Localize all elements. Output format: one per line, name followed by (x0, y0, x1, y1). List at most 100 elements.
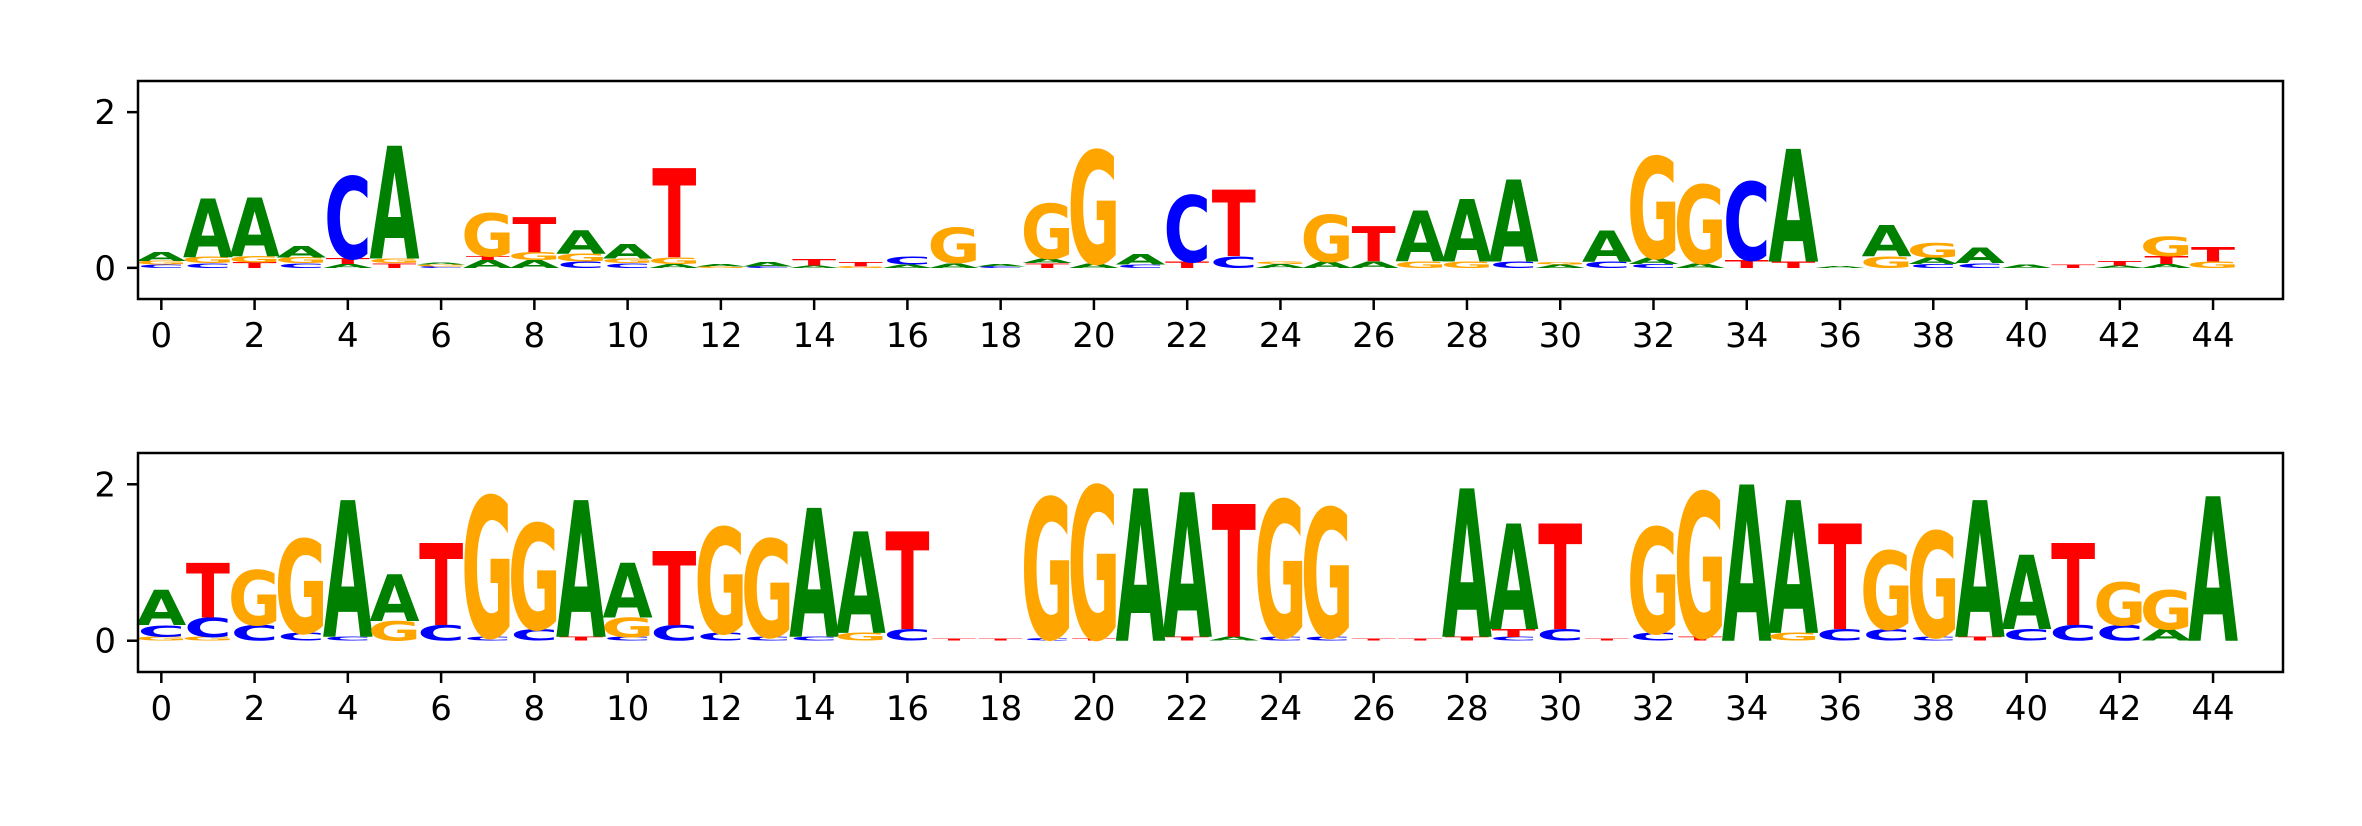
logo-letter-g: G (601, 612, 654, 643)
logo-letter-a: A (1116, 448, 1166, 691)
x-tick-label: 20 (1072, 689, 1115, 729)
logo-letter-a: A (136, 249, 186, 264)
logo-letter-c: C (138, 622, 185, 641)
logo-letter-t: T (652, 145, 696, 288)
logo-letter-a: A (136, 581, 186, 637)
x-tick-label: 2 (244, 689, 266, 729)
x-tick-label: 32 (1632, 316, 1675, 356)
logo-letter-g: G (275, 256, 328, 265)
logo-letter-g: G (1067, 120, 1120, 300)
logo-letter-a: A (2141, 626, 2192, 645)
x-tick-label: 42 (2098, 689, 2141, 729)
logo-letter-c: C (1210, 253, 1257, 272)
logo-letter-t: T (979, 639, 1023, 641)
logo-letter-g: G (461, 458, 514, 682)
logo-letter-t: T (885, 504, 929, 661)
logo-letter-t: T (1725, 258, 1770, 270)
logo-letter-t: T (186, 548, 230, 636)
logo-letter-a: A (1768, 465, 1818, 677)
logo-letter-g: G (415, 264, 468, 266)
logo-letter-a: A (230, 184, 280, 276)
logo-letter-g: G (834, 631, 887, 643)
logo-letter-a: A (276, 243, 327, 262)
logo-letter-g: G (1860, 530, 1913, 655)
logo-letter-t: T (2051, 521, 2095, 652)
logo-letter-a: A (1442, 448, 1492, 685)
logo-letter-a: A (1489, 158, 1539, 289)
logo-letter-c: C (511, 626, 558, 645)
x-tick-label: 12 (699, 316, 742, 356)
logo-letter-g: G (1440, 260, 1493, 270)
logo-letter-g: G (1021, 460, 1074, 684)
x-tick-label: 2 (244, 316, 266, 356)
x-tick-label: 14 (793, 689, 836, 729)
logo-letter-c: C (1723, 161, 1770, 286)
logo-letter-a: A (789, 265, 840, 269)
logo-letter-c: C (1024, 638, 1071, 642)
logo-letter-a: A (416, 263, 467, 265)
x-tick-label: 0 (150, 689, 172, 729)
logo-letter-g: G (1627, 500, 1680, 668)
logo-letter-t: T (2098, 260, 2143, 268)
x-tick-label: 8 (524, 689, 546, 729)
logo-letter-c: C (1956, 262, 2003, 270)
logo-letter-t: T (1352, 218, 1396, 274)
logo-letter-g: G (928, 219, 981, 275)
logo-letter-t: T (466, 255, 511, 261)
x-tick-label: 12 (699, 689, 742, 729)
logo-letter-a: A (1302, 260, 1352, 270)
logo-letter-c: C (2096, 621, 2143, 646)
logo-letter-c: C (1537, 626, 1584, 645)
logo-letter-a: A (2002, 264, 2053, 269)
logo-letter-a: A (1815, 266, 1866, 268)
logo-letter-a: A (1862, 216, 1913, 266)
logo-letter-c: C (790, 636, 837, 642)
logo-letter-a: A (1722, 443, 1772, 692)
logo-letter-g: G (1674, 164, 1727, 289)
logo-letter-g: G (1860, 253, 1913, 272)
logo-letter-g: G (1534, 262, 1587, 266)
logo-letter-a: A (836, 503, 886, 666)
logo-letter-c: C (2003, 626, 2050, 645)
logo-letter-a: A (463, 258, 513, 270)
logo-letter-a: A (603, 241, 653, 263)
logo-letter-t: T (233, 261, 278, 270)
x-tick-label: 6 (430, 316, 452, 356)
logo-letter-a: A (1395, 197, 1445, 278)
logo-letter-t: T (2191, 244, 2236, 266)
y-tick-label: 0 (94, 249, 116, 289)
logo-letter-c: C (324, 636, 371, 642)
logo-letter-t: T (512, 208, 556, 264)
axes-frame (136, 79, 2285, 301)
x-tick-label: 18 (979, 689, 1022, 729)
x-tick-label: 10 (606, 316, 649, 356)
logo-letter-g: G (694, 266, 747, 268)
logo-letter-a: A (183, 184, 233, 276)
logo-letter-a: A (743, 260, 794, 268)
logo-letter-t: T (1352, 639, 1396, 641)
logo-letter-g: G (1674, 453, 1727, 684)
logo-letter-a: A (1442, 183, 1492, 282)
logo-letter-g: G (2140, 231, 2193, 262)
logo-letter-a: A (323, 464, 373, 682)
axes-top: 0 2 4 6 8 10 12 14 16 18 20 22 24 26 28 30 32 34 36 38 40 42 4… (94, 79, 2285, 356)
x-tick-label: 28 (1445, 689, 1488, 729)
x-tick-label: 30 (1539, 689, 1582, 729)
logo-letter-g: G (1254, 261, 1307, 265)
logo-letter-a: A (1628, 256, 1678, 266)
logo-letter-c: C (604, 262, 651, 270)
logo-letter-t: T (1818, 496, 1862, 664)
x-tick-label: 10 (606, 689, 649, 729)
logo-letter-t: T (932, 639, 976, 641)
x-tick-label: 4 (337, 316, 359, 356)
x-tick-label: 22 (1166, 689, 1209, 729)
logo-letter-a: A (1022, 257, 1073, 265)
logo-letter-g: G (2140, 579, 2193, 641)
x-tick-label: 26 (1352, 689, 1395, 729)
x-tick-label: 0 (150, 316, 172, 356)
x-tick-label: 26 (1352, 316, 1395, 356)
logo-letter-t: T (1398, 639, 1442, 641)
